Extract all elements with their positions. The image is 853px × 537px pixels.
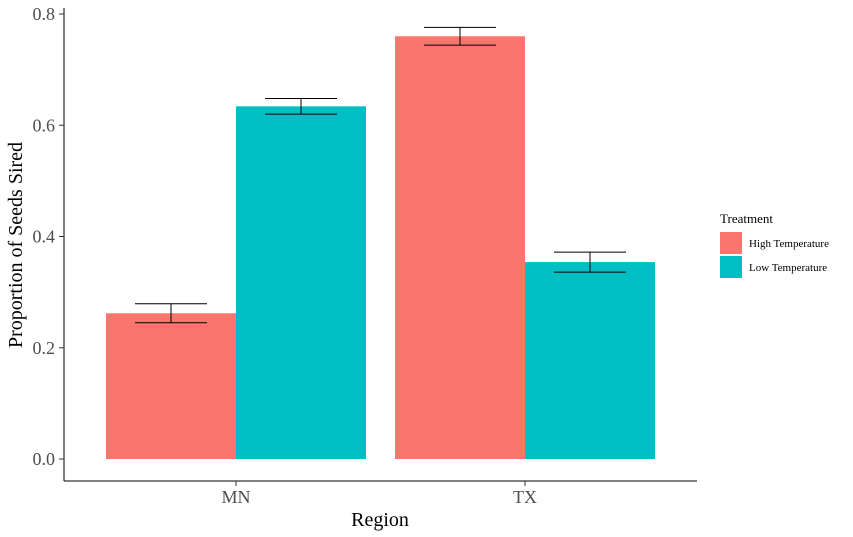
bar-mn-high-temperature [106,313,236,459]
y-tick-label: 0.8 [33,4,56,24]
legend-label: Low Temperature [749,262,827,274]
bar-tx-low-temperature [525,262,655,459]
error-bar-tx-low-temperature [554,251,626,273]
error-bar-mn-high-temperature [135,303,207,324]
legend-item-high-temperature: High Temperature [720,232,829,254]
legend-item-low-temperature: Low Temperature [720,256,827,278]
x-tick-label-mn: MN [221,487,250,507]
x-tick-label-tx: TX [513,487,537,507]
error-bar-mn-low-temperature [265,98,337,115]
legend-title: Treatment [720,211,773,226]
legend: Treatment High Temperature Low Temperatur… [720,211,829,278]
y-tick-label: 0.2 [33,338,56,358]
y-tick-label: 0.6 [33,115,56,135]
error-bar-tx-high-temperature [424,26,496,46]
legend-swatch [720,232,742,254]
x-axis-title: Region [351,509,409,531]
x-ticks-group: MN TX [221,481,537,507]
legend-items: High Temperature Low Temperature [720,232,829,278]
bar-tx-high-temperature [395,36,525,459]
y-tick-label: 0.4 [33,227,56,247]
bars-group [106,36,655,460]
bar-mn-low-temperature [236,106,366,460]
legend-swatch [720,256,742,278]
y-axis-title: Proportion of Seeds Sired [5,142,27,348]
y-tick-label: 0.0 [33,449,56,469]
error-bars-group [135,26,626,324]
legend-label: High Temperature [749,238,829,250]
y-ticks-group: 0.0 0.2 0.4 0.6 0.8 [33,4,64,469]
